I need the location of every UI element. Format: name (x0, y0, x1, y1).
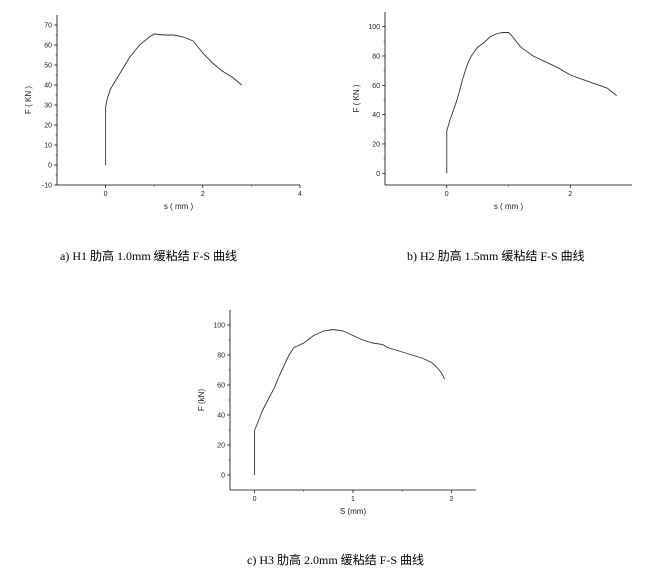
y-tick-label: -10 (42, 183, 52, 190)
y-tick-label: 70 (44, 23, 52, 30)
y-tick-label: 60 (372, 83, 380, 90)
x-tick-label: 0 (104, 191, 108, 198)
y-tick-label: 80 (217, 353, 225, 360)
y-tick-label: 80 (372, 53, 380, 60)
caption-a: a) H1 肋高 1.0mm 缓粘结 F-S 曲线 (60, 249, 238, 263)
y-tick-label: 60 (44, 43, 52, 50)
y-tick-label: 30 (44, 103, 52, 110)
chart-1-group: 0 20 40 60 80 100 0 2 s ( mm ) F ( KN ) (352, 12, 632, 211)
x-tick-label: 2 (568, 191, 572, 198)
y-tick-label: 10 (44, 143, 52, 150)
x-axis-title: s ( mm ) (494, 202, 524, 211)
x-axis-title: S (mm) (340, 507, 367, 516)
y-tick-label: 0 (48, 163, 52, 170)
y-tick-label: 100 (368, 24, 380, 31)
y-tick-label: 0 (376, 171, 380, 178)
y-tick-label: 50 (44, 63, 52, 70)
chart-2-group: 0 20 40 60 80 100 0 1 2 S (mm) F (kN) (197, 310, 476, 516)
series-line (105, 33, 242, 165)
x-tick-label: 4 (298, 191, 302, 198)
y-tick-label: 100 (213, 323, 225, 330)
caption-b: b) H2 肋高 1.5mm 缓粘结 F-S 曲线 (407, 249, 585, 263)
y-axis-title: F ( KN ) (352, 84, 361, 112)
x-tick-label: 0 (253, 496, 257, 503)
series-line (446, 32, 617, 174)
x-axis-title: s ( mm ) (164, 202, 194, 211)
y-tick-label: 40 (372, 112, 380, 119)
y-tick-label: 40 (44, 83, 52, 90)
y-tick-label: 20 (372, 141, 380, 148)
x-tick-label: 1 (351, 496, 355, 503)
y-tick-label: 20 (217, 443, 225, 450)
chart-0-group: -10 0 10 20 30 40 50 60 70 0 2 4 s ( mm ) F ( KN ) (24, 15, 302, 211)
caption-c: c) H3 肋高 2.0mm 缓粘结 F-S 曲线 (247, 553, 425, 567)
y-tick-label: 20 (44, 123, 52, 130)
y-tick-label: 0 (221, 473, 225, 480)
y-tick-label: 40 (217, 413, 225, 420)
y-tick-label: 60 (217, 383, 225, 390)
y-axis-title: F ( KN ) (24, 86, 33, 114)
x-tick-label: 2 (201, 191, 205, 198)
x-tick-label: 2 (449, 496, 453, 503)
x-tick-label: 0 (445, 191, 449, 198)
y-axis-title: F (kN) (197, 389, 206, 412)
series-line (254, 329, 445, 475)
